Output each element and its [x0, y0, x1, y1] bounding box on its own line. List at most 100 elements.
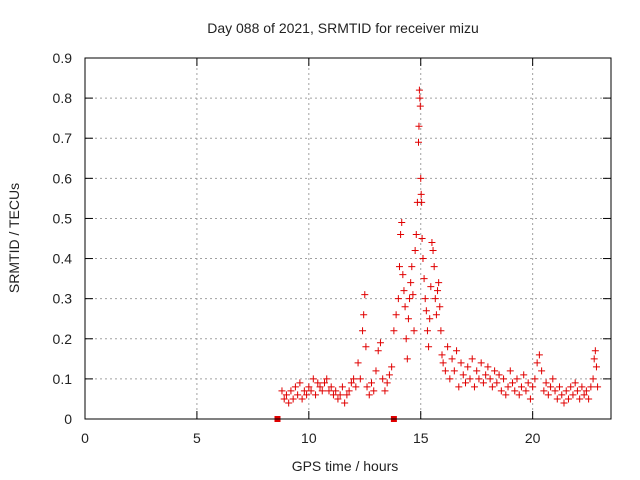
y-tick-label: 0.8	[53, 90, 73, 106]
data-point	[587, 383, 595, 391]
data-point	[569, 391, 577, 399]
data-point	[398, 218, 406, 226]
data-point	[431, 295, 439, 303]
data-point	[553, 395, 561, 403]
data-point	[327, 383, 335, 391]
data-point	[305, 383, 313, 391]
data-point	[506, 367, 514, 375]
data-point	[296, 379, 304, 387]
data-point	[410, 327, 418, 335]
data-point	[441, 367, 449, 375]
data-point	[287, 387, 295, 395]
data-point	[594, 383, 602, 391]
data-point	[571, 379, 579, 387]
data-point	[318, 387, 326, 395]
data-point	[551, 387, 559, 395]
data-point	[468, 355, 476, 363]
data-point	[493, 379, 501, 387]
data-point	[280, 395, 288, 403]
data-point	[459, 371, 467, 379]
data-point	[517, 383, 525, 391]
data-point	[432, 311, 440, 319]
data-point	[309, 375, 317, 383]
data-point	[495, 371, 503, 379]
y-tick-label: 0.1	[53, 371, 73, 387]
data-point	[361, 291, 369, 299]
data-point	[359, 327, 367, 335]
data-point	[347, 379, 355, 387]
data-point	[473, 367, 481, 375]
data-point	[336, 391, 344, 399]
data-point	[589, 375, 597, 383]
data-point	[479, 379, 487, 387]
data-point	[282, 391, 290, 399]
y-tick-label: 0.5	[53, 210, 73, 226]
data-point	[376, 339, 384, 347]
data-point	[419, 255, 427, 263]
data-point	[285, 399, 293, 407]
data-point	[363, 383, 371, 391]
data-point	[513, 375, 521, 383]
data-point	[462, 379, 470, 387]
data-point	[585, 395, 593, 403]
data-point	[400, 287, 408, 295]
data-point	[439, 359, 447, 367]
data-point	[298, 395, 306, 403]
x-tick-label: 0	[81, 430, 89, 446]
data-point	[314, 379, 322, 387]
data-point	[388, 363, 396, 371]
data-point	[560, 399, 568, 407]
data-point	[399, 271, 407, 279]
data-point	[511, 387, 519, 395]
data-point	[360, 311, 368, 319]
data-point	[325, 387, 333, 395]
data-point	[383, 379, 391, 387]
plot-frame	[84, 57, 612, 420]
data-point	[403, 355, 411, 363]
data-point	[390, 327, 398, 335]
data-point	[434, 287, 442, 295]
data-point	[316, 383, 324, 391]
data-point	[323, 375, 331, 383]
data-point	[591, 347, 599, 355]
data-point	[438, 351, 446, 359]
data-point	[300, 387, 308, 395]
data-point	[420, 275, 428, 283]
data-point	[500, 375, 508, 383]
y-tick-label: 0	[64, 411, 72, 427]
data-point	[547, 383, 555, 391]
data-point	[542, 379, 550, 387]
data-point	[370, 387, 378, 395]
data-point	[417, 174, 425, 182]
x-tick-label: 15	[413, 430, 429, 446]
data-point	[291, 383, 299, 391]
data-point	[415, 138, 423, 146]
data-point	[354, 359, 362, 367]
data-point	[450, 367, 458, 375]
data-point	[453, 347, 461, 355]
data-point	[544, 391, 552, 399]
chart-title: Day 088 of 2021, SRMTID for receiver miz…	[207, 20, 479, 36]
data-point	[345, 387, 353, 395]
data-point	[425, 343, 433, 351]
data-point	[374, 347, 382, 355]
data-point	[409, 291, 417, 299]
data-point	[475, 375, 483, 383]
data-point	[352, 383, 360, 391]
data-point	[332, 387, 340, 395]
data-point	[394, 295, 402, 303]
data-point	[522, 387, 530, 395]
data-point	[334, 395, 342, 403]
data-point	[535, 351, 543, 359]
data-point	[526, 395, 534, 403]
data-point	[590, 355, 598, 363]
data-point	[294, 391, 302, 399]
data-point	[411, 247, 419, 255]
data-point	[416, 94, 424, 102]
data-point	[497, 387, 505, 395]
data-point	[418, 235, 426, 242]
data-point	[307, 387, 315, 395]
x-tick-label: 5	[193, 430, 201, 446]
data-point	[426, 315, 434, 323]
data-point	[368, 379, 376, 387]
